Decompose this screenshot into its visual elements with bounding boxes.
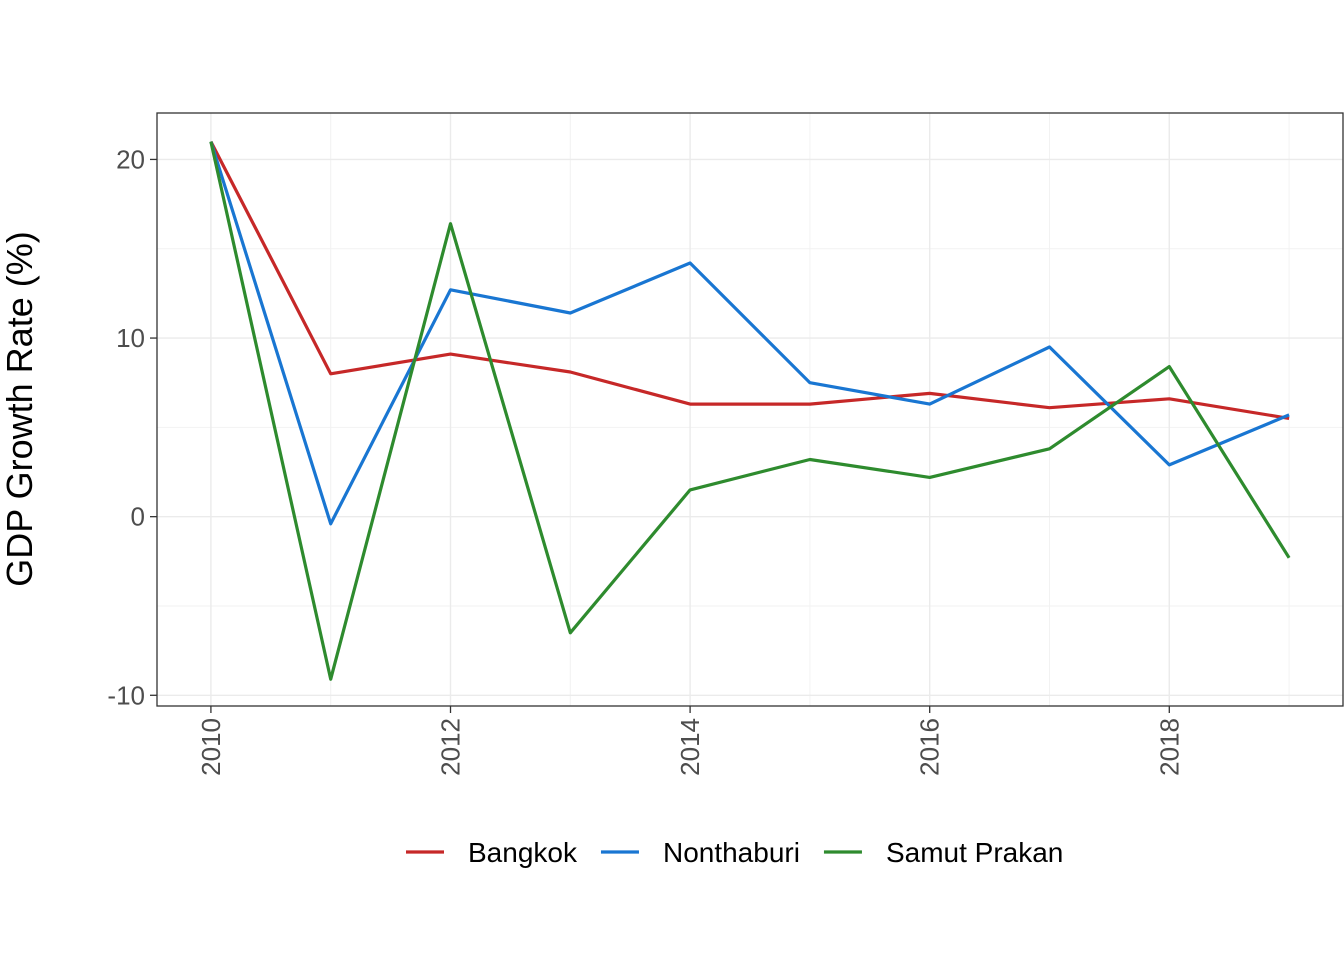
series-line-bangkok xyxy=(209,140,1290,420)
legend-item-samut-prakan: Samut Prakan xyxy=(823,837,1063,868)
x-tick-label: 2014 xyxy=(675,718,705,776)
y-tick-label: -10 xyxy=(107,680,145,710)
legend-label: Samut Prakan xyxy=(886,837,1063,868)
minor-gridlines xyxy=(157,113,1343,706)
series-line-samut-prakan xyxy=(209,141,1291,681)
legend-item-nonthaburi: Nonthaburi xyxy=(600,837,800,868)
legend-label: Bangkok xyxy=(468,837,578,868)
y-tick-label: 10 xyxy=(116,323,145,353)
x-tick-label: 2012 xyxy=(436,718,466,776)
y-axis: -10 0 10 20 xyxy=(107,144,157,710)
x-tick-label: 2016 xyxy=(915,718,945,776)
plot-border xyxy=(156,112,1344,707)
x-axis: 2010 2012 2014 2016 2018 xyxy=(196,706,1184,776)
y-tick-label: 0 xyxy=(131,502,145,532)
y-tick-label: 20 xyxy=(116,144,145,174)
series-lines xyxy=(209,140,1291,681)
legend-item-bangkok: Bangkok xyxy=(406,837,578,868)
y-axis-title: GDP Growth Rate (%) xyxy=(0,231,40,586)
legend-label: Nonthaburi xyxy=(663,837,800,868)
plot-panel xyxy=(157,113,1343,706)
legend: Bangkok Nonthaburi Samut Prakan xyxy=(406,837,1063,868)
major-gridlines xyxy=(157,113,1343,706)
x-tick-label: 2010 xyxy=(196,718,226,776)
x-tick-label: 2018 xyxy=(1154,718,1184,776)
